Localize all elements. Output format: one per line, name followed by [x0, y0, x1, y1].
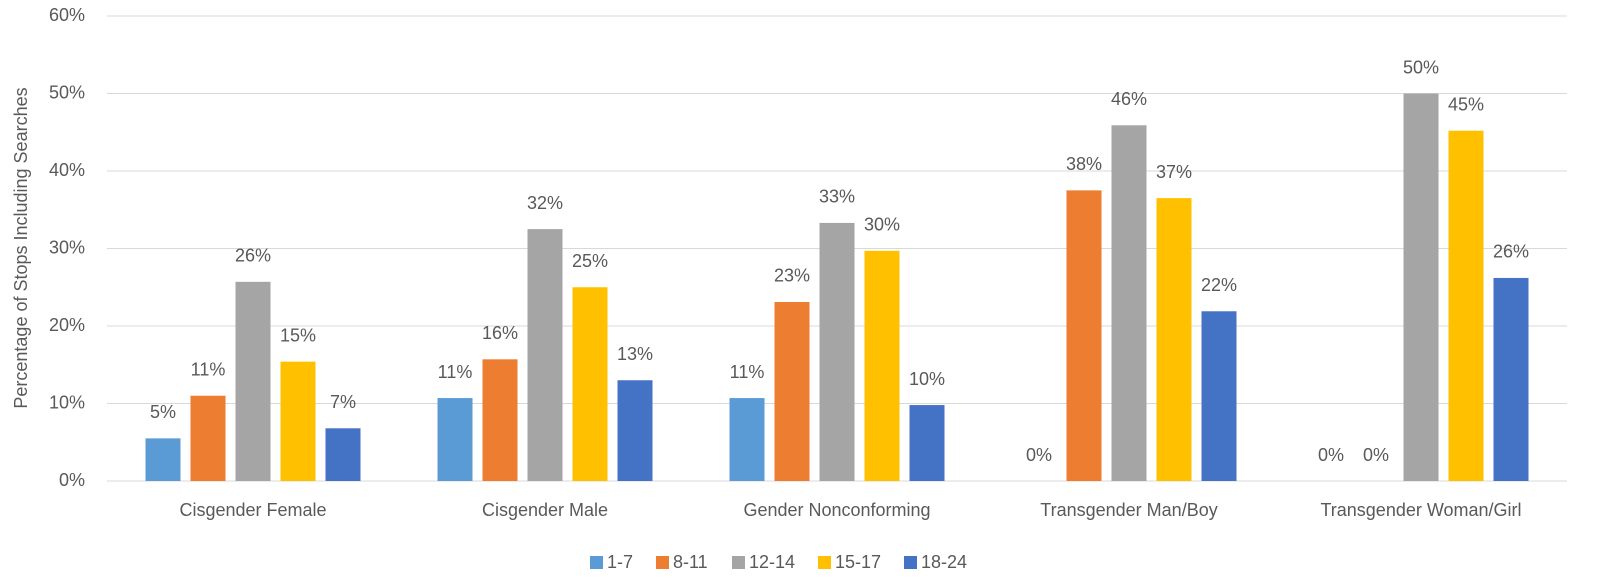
- bar: [774, 301, 810, 481]
- bar: [235, 281, 271, 481]
- bar: [1448, 130, 1484, 481]
- y-tick-label: 20%: [49, 315, 85, 335]
- legend-label: 12-14: [749, 552, 795, 572]
- value-label: 25%: [572, 251, 608, 271]
- bar: [729, 398, 765, 481]
- bar: [437, 398, 473, 481]
- bar: [280, 361, 316, 481]
- bar: [145, 438, 181, 481]
- value-label: 26%: [1493, 242, 1529, 262]
- y-tick-label: 0%: [59, 470, 85, 490]
- value-label: 0%: [1363, 445, 1389, 465]
- y-tick-label: 50%: [49, 82, 85, 102]
- value-label: 45%: [1448, 94, 1484, 114]
- bar: [325, 428, 361, 481]
- y-axis-title: Percentage of Stops Including Searches: [11, 87, 31, 408]
- bar: [1156, 198, 1192, 481]
- value-label: 37%: [1156, 162, 1192, 182]
- legend-swatch: [818, 556, 831, 569]
- value-label: 26%: [235, 246, 271, 266]
- x-tick-label: Cisgender Male: [482, 500, 608, 520]
- x-tick-label: Transgender Woman/Girl: [1320, 500, 1521, 520]
- y-tick-label: 40%: [49, 160, 85, 180]
- bar: [617, 380, 653, 481]
- legend-swatch: [904, 556, 917, 569]
- value-label: 46%: [1111, 89, 1147, 109]
- bar: [572, 287, 608, 481]
- value-label: 13%: [617, 344, 653, 364]
- value-label: 32%: [527, 193, 563, 213]
- value-label: 23%: [774, 266, 810, 286]
- legend-swatch: [590, 556, 603, 569]
- value-label: 50%: [1403, 57, 1439, 77]
- legend-swatch: [656, 556, 669, 569]
- value-label: 0%: [1026, 445, 1052, 465]
- value-label: 16%: [482, 323, 518, 343]
- bar: [1111, 125, 1147, 482]
- value-label: 11%: [730, 362, 765, 382]
- y-tick-label: 30%: [49, 237, 85, 257]
- bar: [190, 395, 226, 481]
- bar: [819, 222, 855, 482]
- bar: [1066, 190, 1102, 481]
- value-label: 38%: [1066, 154, 1102, 174]
- y-tick-label: 60%: [49, 5, 85, 25]
- value-label: 10%: [909, 369, 945, 389]
- bar: [1403, 93, 1439, 481]
- bar: [482, 359, 518, 481]
- bar: [1493, 277, 1529, 481]
- value-label: 5%: [150, 402, 176, 422]
- legend-label: 18-24: [921, 552, 967, 572]
- legend-label: 15-17: [835, 552, 881, 572]
- value-label: 22%: [1201, 275, 1237, 295]
- legend-label: 1-7: [607, 552, 633, 572]
- bar: [527, 229, 563, 481]
- value-label: 33%: [819, 187, 855, 207]
- value-label: 7%: [330, 392, 356, 412]
- bar: [864, 250, 900, 481]
- bar: [1201, 311, 1237, 481]
- legend-label: 8-11: [673, 552, 708, 572]
- bar: [909, 405, 945, 481]
- legend-swatch: [732, 556, 745, 569]
- y-tick-label: 10%: [49, 392, 85, 412]
- value-label: 11%: [438, 362, 473, 382]
- x-tick-label: Cisgender Female: [179, 500, 326, 520]
- x-tick-label: Transgender Man/Boy: [1040, 500, 1217, 520]
- x-tick-label: Gender Nonconforming: [743, 500, 930, 520]
- value-label: 15%: [280, 325, 316, 345]
- value-label: 11%: [191, 360, 226, 380]
- value-label: 0%: [1318, 445, 1344, 465]
- value-label: 30%: [864, 215, 900, 235]
